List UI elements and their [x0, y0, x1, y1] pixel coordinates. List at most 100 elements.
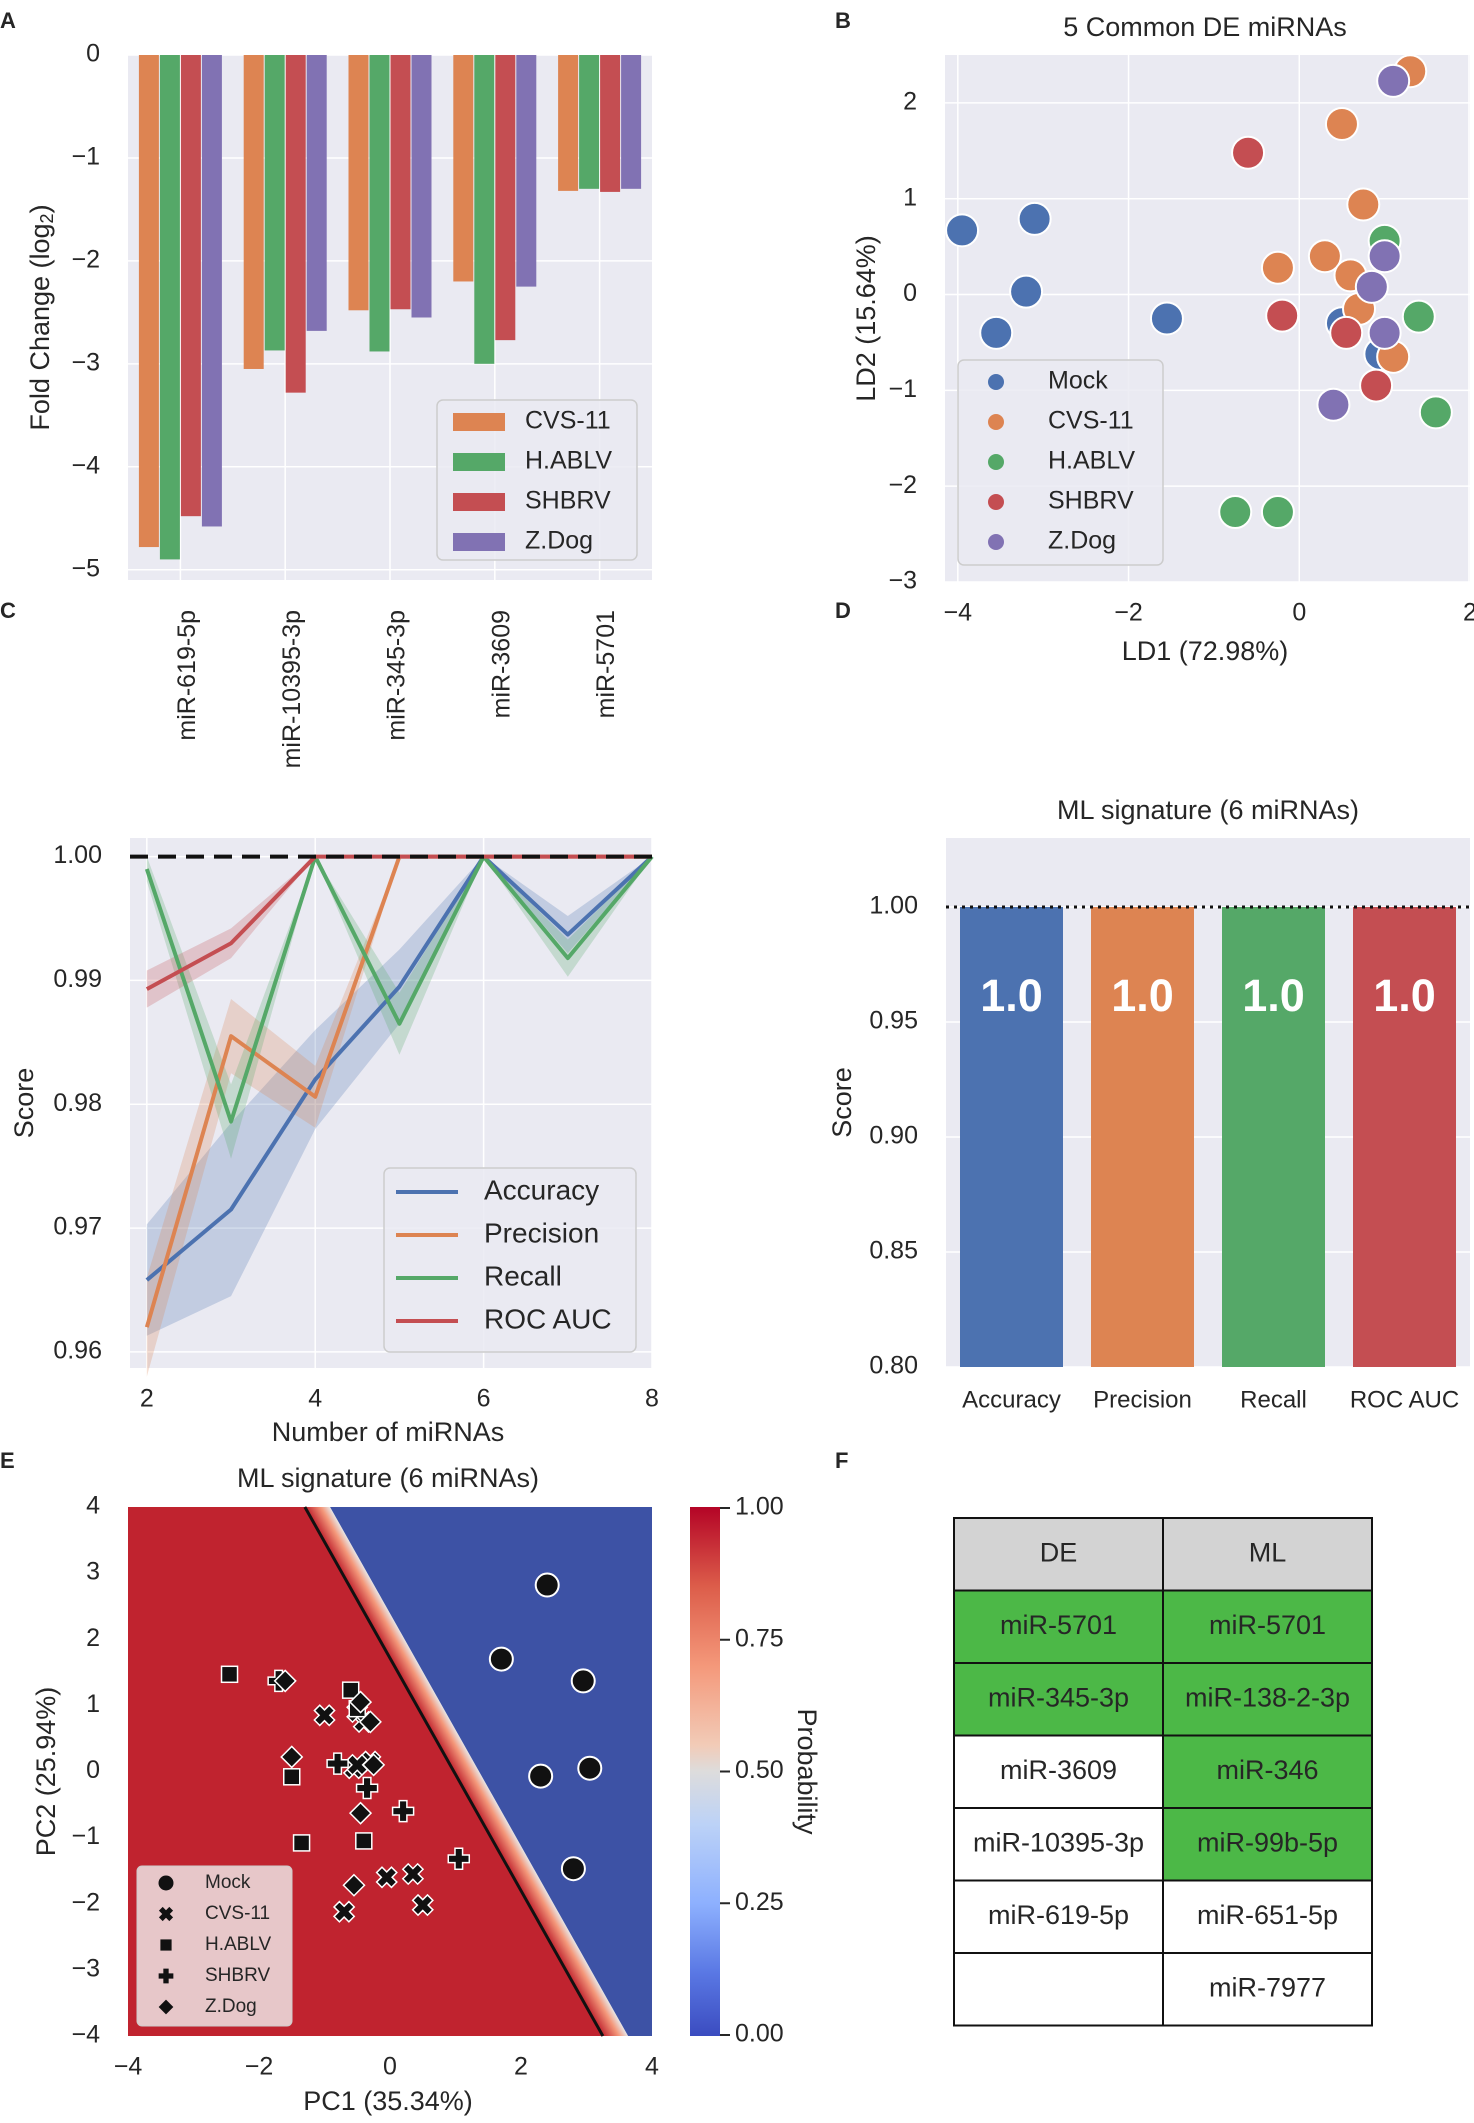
y-tick-label: −2	[888, 471, 917, 499]
x-tick-label: 8	[645, 1385, 659, 1413]
x-axis-label: Number of miRNAs	[272, 1417, 505, 1447]
table-header-cell	[953, 1517, 1164, 1592]
point-cvs-11	[1346, 187, 1381, 222]
panel-b-scatter-plot: −4 −2 0 2 2 1 0 −1 −2 −3 5 Common DE miRNAs LD1 (72…	[851, 12, 1474, 666]
legend-marker-z-dog	[158, 1999, 174, 2015]
y-tick-label: 0.99	[53, 965, 102, 993]
x-tick-label: 0	[1292, 599, 1306, 627]
legend-marker-h-ablv	[988, 454, 1004, 470]
point-z-dog	[280, 1745, 304, 1769]
table-cell-text: miR-3609	[1000, 1755, 1117, 1785]
point-z-dog	[1367, 315, 1402, 350]
y-axis-label: Fold Change (log2)	[25, 204, 57, 430]
y-tick-label: −1	[888, 375, 917, 403]
legend-swatch-z-dog	[453, 533, 505, 551]
legend-label-h-ablv: H.ABLV	[525, 447, 612, 475]
panel-label-c: C	[0, 598, 16, 623]
point-cvs-11	[1324, 106, 1359, 141]
x-tick-label: 2	[1463, 599, 1474, 627]
decision-boundary	[303, 1506, 605, 2037]
legend-box	[957, 359, 1164, 566]
y-tick-label: 0.80	[869, 1352, 918, 1380]
data-label-recall: 1.0	[1242, 970, 1305, 1021]
x-tick-label: −4	[114, 2053, 143, 2081]
y-tick-label: −2	[71, 1888, 100, 1916]
point-h-ablv	[220, 1665, 239, 1684]
chart-title: ML signature (6 miRNAs)	[1057, 795, 1359, 825]
panel-label-e: E	[0, 1448, 15, 1473]
bar-shbrv-mir-345-3p	[390, 55, 411, 310]
x-tick-label: Recall	[1240, 1386, 1307, 1413]
bar-shbrv-mir-10395-3p	[285, 55, 306, 393]
bar-precision	[1091, 907, 1194, 1367]
legend: Mock CVS-11 H.ABLV SHBRV Z.Dog	[136, 1865, 293, 2027]
legend-label-z-dog: Z.Dog	[205, 1996, 257, 2017]
band-roc-auc	[146, 856, 652, 1008]
table-cell	[953, 1734, 1164, 1809]
legend: Mock CVS-11 H.ABLV SHBRV Z.Dog	[957, 359, 1164, 566]
x-tick-label: Precision	[1093, 1386, 1192, 1413]
x-tick-label: miR-3609	[487, 610, 515, 718]
legend-marker-mock	[988, 374, 1004, 390]
legend-marker-mock	[158, 1875, 174, 1891]
data-label-precision: 1.0	[1111, 970, 1174, 1021]
y-tick-label: −3	[71, 348, 100, 376]
x-tick-label: Accuracy	[962, 1386, 1061, 1413]
bar-cvs-11-mir-5701	[558, 55, 579, 191]
legend-marker-z-dog	[988, 534, 1004, 550]
point-shbrv	[391, 1799, 415, 1823]
legend-label-roc-auc: ROC AUC	[484, 1303, 612, 1334]
bar-z-dog-mir-5701	[621, 55, 642, 189]
legend-marker-cvs-11	[988, 414, 1004, 430]
panel-d-bar-chart: 1.00 0.95 0.90 0.85 0.80 1.0 Accuracy 1.0 Precis…	[827, 795, 1470, 1413]
x-tick-label: 2	[514, 2053, 528, 2081]
bar-cvs-11-mir-3609	[453, 55, 474, 282]
table-header-de: DE	[1040, 1537, 1078, 1567]
x-tick-label: ROC AUC	[1350, 1386, 1459, 1413]
point-z-dog	[348, 1690, 373, 1714]
point-z-dog	[348, 1801, 373, 1825]
bar-z-dog-mir-10395-3p	[306, 55, 327, 331]
legend-label-accuracy: Accuracy	[484, 1174, 599, 1205]
bar-z-dog-mir-3609	[516, 55, 537, 287]
y-tick-label: 1.00	[53, 841, 102, 869]
point-cvs-11	[375, 1866, 398, 1889]
y-tick-label: 0	[86, 1756, 100, 1784]
y-tick-label: −1	[71, 143, 100, 171]
x-tick-label: 0	[383, 2053, 397, 2081]
colorbar-tick-label: 0.25	[735, 1888, 784, 1916]
table-cell	[953, 1662, 1164, 1737]
point-z-dog	[1354, 269, 1389, 304]
y-axis-label: Score	[9, 1068, 39, 1139]
y-tick-label: −5	[71, 554, 100, 582]
table-header-cell	[1162, 1517, 1373, 1592]
y-tick-label: −3	[71, 1954, 100, 1982]
point-z-dog	[362, 1753, 386, 1777]
chart-title: 5 Common DE miRNAs	[1063, 12, 1347, 42]
point-z-dog	[1367, 239, 1402, 274]
table-cell-text: miR-346	[1216, 1755, 1318, 1785]
legend-label-shbrv: SHBRV	[205, 1965, 270, 1986]
point-h-ablv	[1260, 495, 1295, 530]
panel-e-decision-plot: −4 −2 0 2 4 4 3 2 1 0 −1 −2 −3 −4 ML signature (6 miRN…	[31, 1463, 822, 2116]
bar-h-ablv-mir-10395-3p	[264, 55, 285, 351]
bar-cvs-11-mir-10395-3p	[243, 55, 264, 369]
table-cell-text: miR-651-5p	[1197, 1900, 1338, 1930]
point-h-ablv	[1418, 395, 1453, 430]
legend-box	[436, 399, 638, 561]
legend-marker-h-ablv	[160, 1939, 172, 1951]
point-z-dog	[358, 1710, 382, 1734]
point-shbrv	[1329, 315, 1364, 350]
point-h-ablv	[292, 1834, 311, 1852]
table-cell-text: miR-99b-5p	[1197, 1827, 1338, 1857]
x-tick-label: miR-345-3p	[383, 610, 411, 741]
bar-cvs-11-mir-345-3p	[348, 55, 369, 311]
point-shbrv	[355, 1776, 379, 1800]
point-h-ablv	[355, 1832, 373, 1850]
bar-shbrv-mir-5701	[600, 55, 621, 192]
point-mock	[1009, 274, 1044, 309]
y-tick-label: −3	[888, 567, 917, 595]
table-cell	[953, 1879, 1164, 1954]
point-mock	[570, 1668, 596, 1694]
